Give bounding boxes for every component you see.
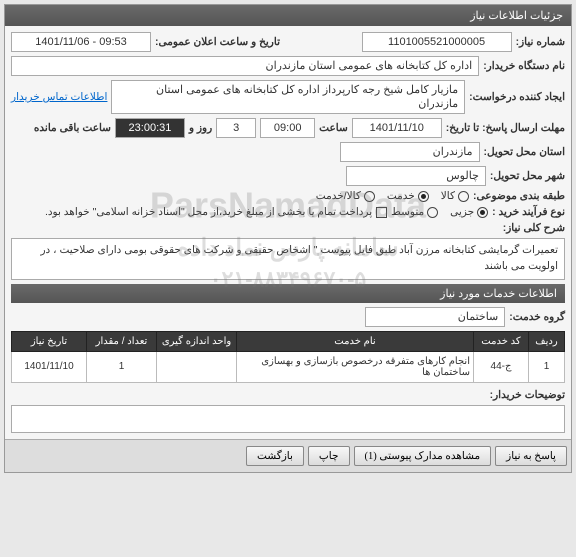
label-purchase-type: نوع فرآیند خرید : [492,206,565,218]
details-panel: جزئیات اطلاعات نیاز شماره نیاز: 11010055… [4,4,572,473]
field-deadline-date: 1401/11/10 [352,118,442,138]
checkbox-treasury[interactable] [376,207,387,218]
purchase-radio-group: جزیی متوسط [391,206,488,218]
cell-unit [157,351,237,382]
label-service-group: گروه خدمت: [509,311,565,323]
label-buyer-notes: توضیحات خریدار: [490,389,565,401]
panel-title: جزئیات اطلاعات نیاز [5,5,571,26]
label-province: استان محل تحویل: [484,146,565,158]
radio-partial[interactable]: جزیی [450,206,488,218]
th-unit: واحد اندازه گیری [157,331,237,351]
subject-radio-group: کالا خدمت کالا/خدمت [316,190,469,202]
label-city: شهر محل تحویل: [490,170,565,182]
field-days: 3 [216,118,256,138]
th-row: ردیف [529,331,565,351]
field-announce-dt: 1401/11/06 - 09:53 [11,32,151,52]
th-qty: تعداد / مقدار [87,331,157,351]
label-time: ساعت [319,122,348,134]
button-bar: پاسخ به نیاز مشاهده مدارک پیوستی (1) چاپ… [5,439,571,472]
cell-name: انجام کارهای متفرقه درخصوص بازسازی و بهس… [237,351,474,382]
radio-goods[interactable]: کالا [441,190,469,202]
field-deadline-time: 09:00 [260,118,315,138]
panel-body: شماره نیاز: 1101005521000005 تاریخ و ساع… [5,26,571,439]
label-need-no: شماره نیاز: [516,36,565,48]
th-code: کد خدمت [474,331,529,351]
section-services: اطلاعات خدمات مورد نیاز [11,284,565,303]
label-deadline: مهلت ارسال پاسخ: تا تاریخ: [446,122,565,134]
services-table: ردیف کد خدمت نام خدمت واحد اندازه گیری ت… [11,331,565,383]
label-main-desc: شرح کلی نیاز: [503,222,565,234]
radio-goods-service-label: کالا/خدمت [316,190,361,202]
radio-medium[interactable]: متوسط [391,206,438,218]
radio-goods-service[interactable]: کالا/خدمت [316,190,375,202]
label-day-and: روز و [189,122,212,134]
cell-code: ج-44 [474,351,529,382]
th-name: نام خدمت [237,331,474,351]
radio-partial-label: جزیی [450,206,474,218]
contact-link[interactable]: اطلاعات تماس خریدار [11,91,107,103]
field-need-no: 1101005521000005 [362,32,512,52]
cell-date: 1401/11/10 [12,351,87,382]
attachments-button[interactable]: مشاهده مدارک پیوستی (1) [354,446,492,466]
field-service-group: ساختمان [365,307,505,327]
buyer-notes-box [11,405,565,433]
label-buyer: نام دستگاه خریدار: [483,60,565,72]
cell-idx: 1 [529,351,565,382]
th-date: تاریخ نیاز [12,331,87,351]
radio-service-label: خدمت [387,190,415,202]
label-subject-class: طبقه بندی موضوعی: [473,190,565,202]
field-city: چالوس [346,166,486,186]
label-remaining: ساعت باقی مانده [34,122,111,134]
field-requester: مازیار کامل شیخ رجه کارپرداز اداره کل کت… [111,80,465,114]
label-pay-note: پرداخت تمام یا بخشی از مبلغ خرید،از محل … [45,206,372,218]
print-button[interactable]: چاپ [308,446,350,466]
description-box: تعمیرات گرمایشی کتابخانه مرزن آباد طبق ف… [11,238,565,280]
radio-service[interactable]: خدمت [387,190,429,202]
field-remaining-time: 23:00:31 [115,118,185,138]
radio-medium-label: متوسط [391,206,424,218]
label-announce-dt: تاریخ و ساعت اعلان عمومی: [155,36,280,48]
table-row[interactable]: 1 ج-44 انجام کارهای متفرقه درخصوص بازساز… [12,351,565,382]
field-province: مازندران [340,142,480,162]
cell-qty: 1 [87,351,157,382]
reply-button[interactable]: پاسخ به نیاز [495,446,567,466]
radio-goods-label: کالا [441,190,455,202]
label-requester: ایجاد کننده درخواست: [469,91,565,103]
back-button[interactable]: بازگشت [246,446,304,466]
field-buyer: اداره کل کتابخانه های عمومی استان مازندر… [11,56,479,76]
